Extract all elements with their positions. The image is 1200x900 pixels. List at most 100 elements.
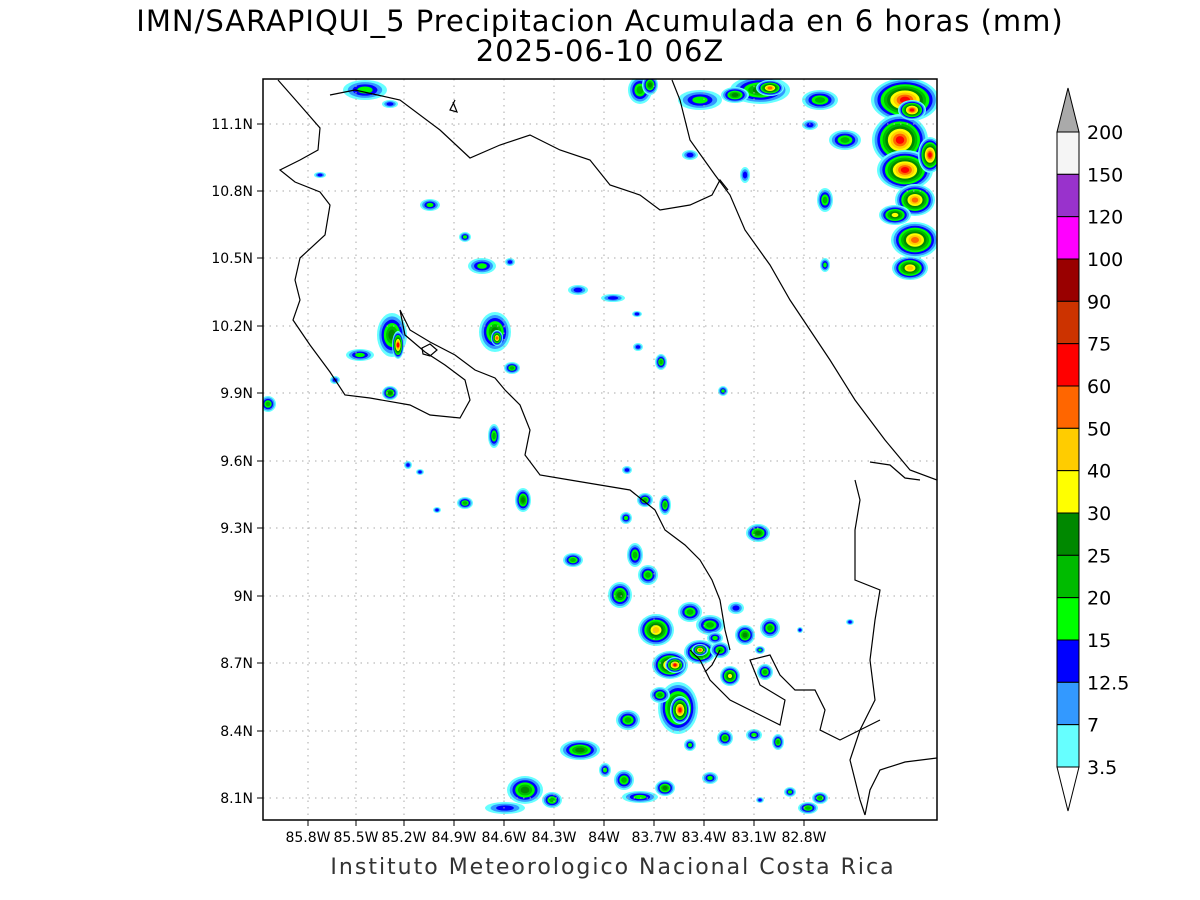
colorbar-label: 20	[1087, 588, 1111, 610]
precip-cell	[659, 359, 663, 365]
coastline	[277, 79, 937, 816]
precip-cell	[521, 497, 525, 503]
colorbar-label: 90	[1087, 291, 1111, 313]
precip-cell	[900, 166, 910, 174]
colorbar-label: 75	[1087, 334, 1111, 356]
precip-cell	[624, 717, 632, 723]
precip-cell	[692, 96, 708, 104]
precip-cell	[712, 635, 718, 641]
precip-cell	[633, 794, 647, 800]
precip-cell	[686, 609, 694, 615]
precip-cell	[617, 591, 623, 599]
precip-cell	[635, 345, 641, 349]
precip-cell	[575, 747, 585, 753]
map-grid	[263, 79, 937, 820]
lat-tick-label: 9.6N	[220, 454, 253, 470]
precip-cell	[462, 235, 468, 239]
precip-cell	[698, 648, 702, 652]
precip-cell	[355, 352, 365, 358]
colorbar-swatch	[1056, 512, 1080, 556]
colorbar-swatch	[1056, 131, 1080, 175]
lat-tick-label: 10.5N	[211, 251, 253, 267]
precip-cell	[462, 501, 468, 505]
lat-tick-label: 10.8N	[211, 184, 253, 200]
lat-tick-label: 8.1N	[220, 791, 253, 807]
precip-cell	[798, 628, 802, 632]
precip-cell	[805, 806, 811, 810]
precip-cell	[823, 262, 827, 268]
precip-cell	[426, 202, 434, 208]
precip-cell	[570, 558, 576, 562]
precip-cell	[657, 692, 663, 698]
colorbar-label: 60	[1087, 376, 1111, 398]
precip-cell	[707, 775, 713, 781]
colorbar-label: 100	[1087, 249, 1123, 271]
precipitation-field	[263, 79, 937, 814]
precip-cell	[621, 777, 627, 783]
precip-cell	[265, 401, 271, 407]
precip-cell	[507, 260, 513, 264]
precip-cell	[607, 296, 619, 300]
precip-cell	[840, 137, 850, 143]
map-frame	[262, 78, 938, 821]
precip-cell	[678, 707, 682, 713]
precip-cell	[648, 82, 652, 88]
latitude-ticks: 11.1N 10.8N 10.5N 10.2N 9.9N 9.6N 9.3N 9N 8.7N 8.…	[211, 117, 263, 807]
precip-cell	[928, 152, 932, 158]
precip-cell	[776, 739, 780, 745]
lon-tick-label: 83.7W	[631, 830, 676, 846]
precip-cell	[742, 171, 748, 179]
lat-tick-label: 10.2N	[211, 319, 253, 335]
precip-cell	[721, 389, 725, 393]
precip-cell	[895, 136, 905, 144]
precip-cell	[742, 632, 748, 638]
lon-tick-label: 85.8W	[285, 830, 330, 846]
precip-cell	[751, 732, 757, 738]
colorbar-swatch	[1056, 173, 1080, 218]
precip-cell	[814, 97, 826, 103]
precip-cell	[731, 93, 739, 97]
precip-cell	[806, 122, 814, 128]
precip-cell	[388, 391, 392, 395]
precip-cell	[317, 173, 323, 177]
precip-cell	[706, 622, 714, 628]
precip-cell	[686, 152, 694, 158]
colorbar-swatch	[1056, 427, 1080, 472]
precip-cell	[520, 786, 530, 794]
lat-tick-label: 9.9N	[220, 386, 253, 402]
colorbar-label: 200	[1087, 122, 1123, 144]
map-title: IMN/SARAPIQUI_5 Precipitacion Acumulada …	[136, 4, 1064, 38]
lon-tick-label: 84.6W	[481, 830, 526, 846]
colorbar-swatch	[1056, 385, 1080, 429]
colorbar-swatch	[1056, 300, 1080, 345]
precip-cell	[645, 572, 651, 578]
precip-cell	[663, 502, 667, 508]
map-datetime: 2025-06-10 06Z	[475, 34, 725, 68]
precip-cell	[636, 86, 644, 94]
precip-cell	[396, 342, 400, 348]
lon-tick-label: 83.1W	[731, 830, 776, 846]
colorbar-swatch	[1056, 554, 1080, 599]
precip-cell	[817, 796, 823, 800]
colorbar-swatch	[1056, 724, 1080, 768]
colorbar-label: 3.5	[1087, 757, 1117, 779]
lon-tick-label: 85.2W	[381, 830, 426, 846]
precip-cell	[758, 648, 762, 652]
precip-cell	[767, 86, 773, 90]
lon-tick-label: 84W	[588, 830, 620, 846]
colorbar-label: 120	[1087, 207, 1123, 229]
precip-cell	[662, 786, 668, 790]
precip-cell	[495, 336, 499, 340]
precip-cell	[549, 797, 555, 803]
colorbar-swatch	[1056, 258, 1080, 302]
precip-cell	[687, 742, 693, 748]
precip-cell	[652, 627, 660, 633]
precip-cell	[891, 212, 899, 218]
precip-cell	[418, 470, 422, 474]
colorbar-label: 150	[1087, 164, 1123, 186]
colorbar-label: 30	[1087, 503, 1111, 525]
colorbar-swatch	[1056, 639, 1080, 683]
colorbar-swatch	[1056, 216, 1080, 260]
precip-cell	[632, 551, 638, 559]
